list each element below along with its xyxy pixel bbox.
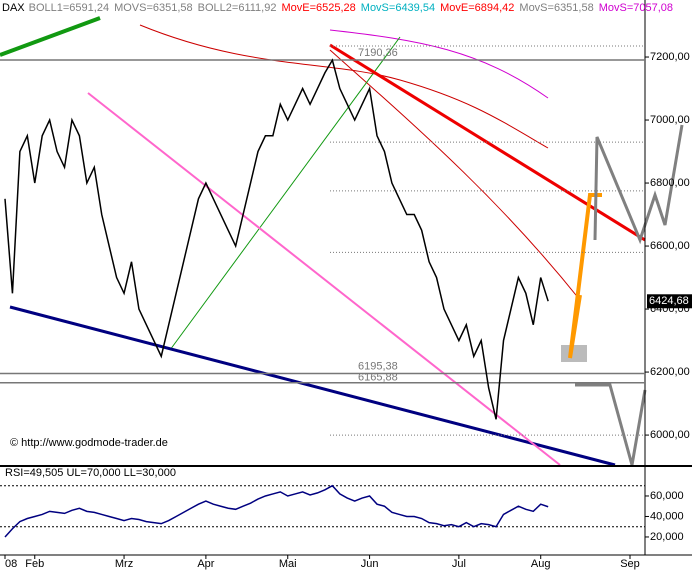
x-tick-label: Jul	[452, 558, 466, 570]
indicator-label: MovE=6894,42	[440, 2, 514, 14]
last-value-box	[647, 294, 692, 309]
indicator-label: MovS=7057,08	[599, 2, 673, 14]
x-tick-label: Feb	[25, 558, 44, 570]
y-tick-label: 6600,00	[650, 240, 690, 252]
trend-line	[9, 305, 616, 467]
indicator-label: BOLL2=6111,92	[198, 2, 277, 14]
x-tick-label: Aug	[531, 558, 551, 570]
projection	[593, 124, 684, 245]
target-zone	[561, 345, 587, 362]
rsi-title: RSI=49,505 UL=70,000 LL=30,000	[5, 467, 176, 479]
y-tick-label: 7200,00	[650, 51, 690, 63]
x-tick-label: 08	[5, 558, 17, 570]
y-tick-label: 7000,00	[650, 114, 690, 126]
trend-line	[329, 43, 646, 242]
level-label: 7190,36	[358, 47, 398, 59]
x-tick-label: Mrz	[115, 558, 133, 570]
indicator-label: MovE=6525,28	[281, 2, 355, 14]
y-tick-label: 20,000	[650, 531, 684, 543]
level-label: 6195,38	[358, 360, 398, 372]
indicator-label: MovS=6439,54	[361, 2, 435, 14]
y-tick-label: 60,000	[650, 490, 684, 502]
y-tick-label: 6800,00	[650, 177, 690, 189]
x-tick-label: Mai	[279, 558, 297, 570]
y-tick-label: 6200,00	[650, 366, 690, 378]
y-tick-label: 6000,00	[650, 429, 690, 441]
trend-line	[0, 16, 101, 57]
x-tick-label: Apr	[197, 558, 214, 570]
indicator-label: BOLL1=6591,24	[29, 2, 109, 14]
x-tick-label: Jun	[361, 558, 379, 570]
rsi-line	[4, 484, 549, 538]
moving-average	[139, 24, 549, 149]
x-tick-label: Sep	[620, 558, 640, 570]
drawings	[0, 16, 684, 467]
indicator-label: MovS=6351,58	[519, 2, 593, 14]
trend-line	[169, 36, 401, 351]
source: © http://www.godmode-trader.de	[10, 437, 168, 449]
trend-line	[87, 92, 561, 466]
projection	[575, 383, 647, 466]
y-tick-label: 40,000	[650, 510, 684, 522]
chart-title: DAX	[2, 2, 25, 14]
level-label: 6165,88	[358, 372, 398, 384]
moving-average	[329, 49, 581, 301]
indicator-label: MOVS=6351,58	[114, 2, 193, 14]
last-value-label: 6424,68	[649, 295, 689, 307]
moving-average	[329, 29, 549, 99]
price-line	[4, 58, 549, 420]
